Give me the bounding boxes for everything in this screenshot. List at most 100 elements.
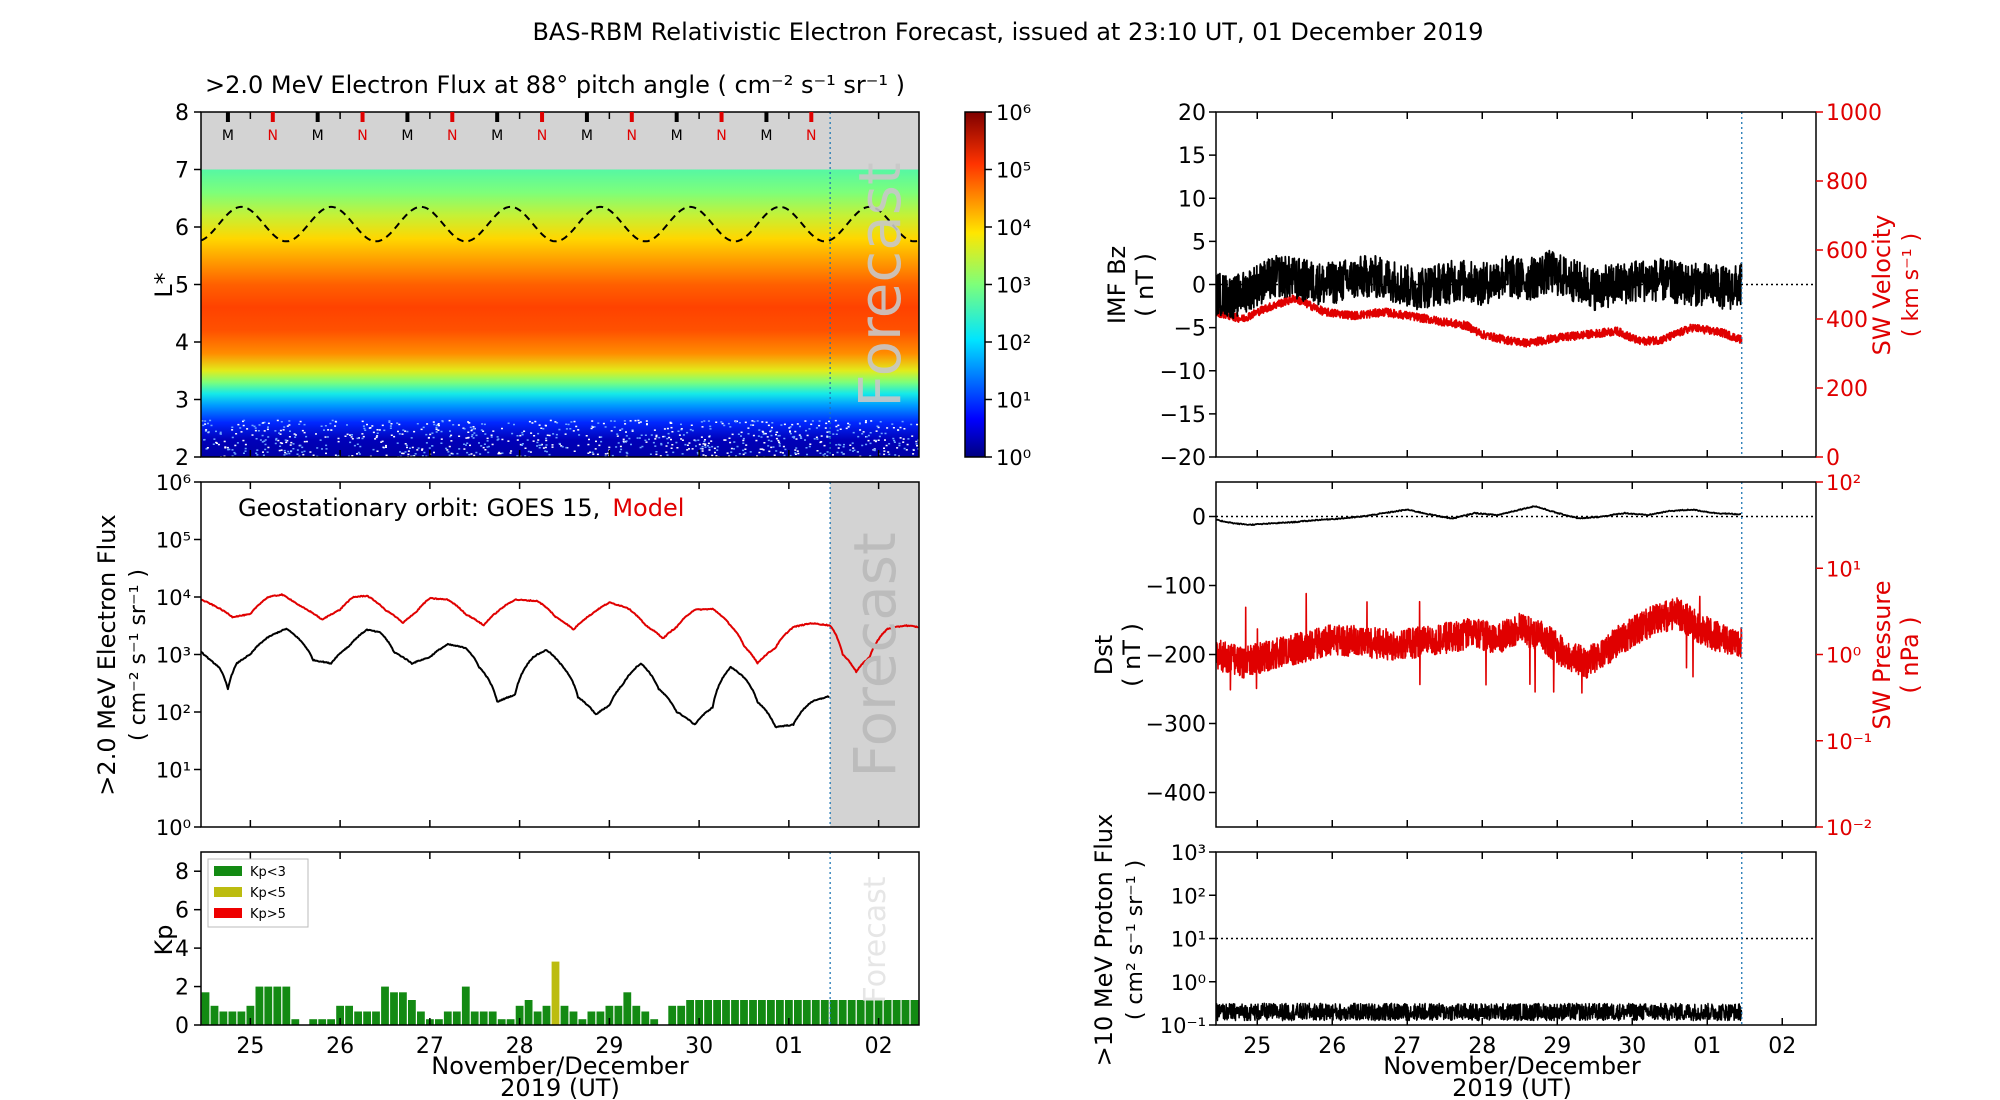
kp-bar (336, 1005, 344, 1025)
lstar-noise-pixel (388, 421, 391, 423)
lstar-noise-pixel (397, 430, 399, 433)
lstar-noise-pixel (475, 451, 478, 454)
lstar-noise-pixel (231, 455, 234, 457)
imf-ytick-label: −5 (1174, 317, 1206, 342)
lstar-noise-pixel (416, 449, 419, 451)
lstar-noise-pixel (804, 420, 807, 422)
lstar-noise-pixel (752, 424, 755, 426)
proton-panel: >10 MeV Proton Flux ( cm² s⁻¹ sr⁻¹ ) 10⁻… (1090, 814, 1817, 1100)
lstar-noise-pixel (510, 450, 513, 452)
kp-bar (533, 1011, 542, 1025)
lstar-noise-pixel (499, 452, 502, 455)
lstar-noise-pixel (672, 451, 675, 454)
kp-xtick-label: 02 (865, 1034, 893, 1059)
lstar-noise-pixel (465, 437, 468, 439)
lstar-noise-pixel (597, 422, 600, 424)
imf-ytick-label: −20 (1160, 446, 1206, 471)
kp-legend-label: Kp<5 (250, 886, 286, 901)
lstar-noise-pixel (835, 444, 838, 446)
lstar-noise-pixel (728, 455, 731, 457)
lstar-noise-pixel (794, 452, 797, 454)
lstar-noise-pixel (243, 452, 245, 454)
right-xlabel-2: 2019 (UT) (1452, 1074, 1572, 1100)
lstar-noise-pixel (897, 429, 899, 431)
lstar-noise-pixel (429, 433, 432, 436)
geo-series-goes-15 (201, 627, 830, 729)
lstar-noise-pixel (616, 433, 619, 435)
lstar-noise-pixel (845, 427, 848, 430)
imf-plot-area (1216, 112, 1816, 457)
lstar-noise-pixel (478, 442, 480, 444)
geo-annotation-model: Model (612, 494, 684, 522)
lstar-noise-pixel (794, 453, 797, 455)
kp-bar (650, 1019, 659, 1025)
lstar-noise-pixel (588, 438, 590, 441)
lstar-noise-pixel (892, 437, 895, 440)
lstar-noise-pixel (730, 451, 733, 453)
lstar-noise-pixel (376, 429, 379, 431)
lstar-noise-pixel (902, 438, 905, 440)
kp-bar (560, 1005, 569, 1025)
lstar-noise-pixel (849, 444, 852, 446)
lstar-noise-pixel (484, 433, 487, 435)
lstar-noise-pixel (327, 429, 330, 431)
lstar-noise-pixel (770, 446, 773, 449)
lstar-noise-pixel (471, 434, 474, 436)
kp-bar (524, 1000, 533, 1025)
lstar-noise-pixel (847, 422, 850, 425)
proton-ytick-label: 10⁻¹ (1160, 1014, 1206, 1038)
lstar-noise-pixel (828, 436, 831, 438)
dst-ylabel-2: ( nT ) (1118, 623, 1146, 687)
lstar-noise-pixel (782, 452, 784, 454)
lstar-noise-pixel (324, 425, 327, 427)
lstar-noise-pixel (482, 430, 485, 432)
lstar-noise-pixel (266, 428, 269, 431)
orbit-marker-label: N (627, 128, 637, 144)
lstar-noise-pixel (463, 448, 466, 450)
swp-ytick-label: 10⁰ (1826, 644, 1861, 668)
kp-bar (829, 1000, 838, 1025)
lstar-noise-pixel (524, 455, 527, 457)
lstar-noise-pixel (334, 454, 337, 456)
lstar-noise-pixel (667, 432, 670, 435)
lstar-noise-pixel (575, 425, 578, 428)
lstar-noise-pixel (286, 439, 289, 442)
lstar-dashed-line (201, 205, 919, 243)
lstar-noise-pixel (362, 425, 365, 427)
lstar-noise-pixel (398, 423, 401, 426)
lstar-noise-pixel (767, 439, 770, 442)
lstar-noise-pixel (536, 445, 538, 447)
lstar-noise-pixel (638, 422, 641, 424)
kp-bar (686, 1000, 694, 1025)
lstar-noise-pixel (497, 438, 500, 440)
lstar-noise-pixel (809, 443, 812, 445)
lstar-noise-pixel (288, 436, 291, 438)
kp-legend-swatch (214, 908, 242, 918)
lstar-noise-pixel (470, 453, 473, 455)
swv-ytick-label: 800 (1826, 170, 1868, 195)
lstar-noise-pixel (496, 439, 499, 441)
swp-ytick-label: 10¹ (1826, 557, 1861, 581)
lstar-noise-pixel (680, 428, 683, 430)
lstar-noise-pixel (703, 440, 706, 443)
lstar-noise-pixel (861, 444, 864, 447)
lstar-noise-pixel (262, 454, 265, 456)
lstar-noise-pixel (279, 433, 282, 435)
lstar-noise-pixel (256, 449, 259, 451)
lstar-noise-pixel (526, 439, 529, 441)
lstar-noise-pixel (770, 440, 773, 442)
lstar-noise-pixel (600, 436, 603, 438)
lstar-noise-pixel (259, 439, 262, 441)
kp-bar (372, 1011, 380, 1025)
lstar-noise-pixel (825, 422, 828, 425)
lstar-noise-pixel (915, 440, 918, 443)
kp-bar (874, 1000, 883, 1025)
lstar-noise-pixel (590, 427, 593, 430)
lstar-noise-pixel (479, 453, 482, 455)
lstar-noise-pixel (819, 452, 822, 454)
proton-ytick-label: 10¹ (1171, 928, 1206, 952)
lstar-noise-pixel (686, 449, 689, 451)
proton-xtick-label: 01 (1693, 1034, 1721, 1059)
lstar-noise-pixel (278, 449, 281, 452)
